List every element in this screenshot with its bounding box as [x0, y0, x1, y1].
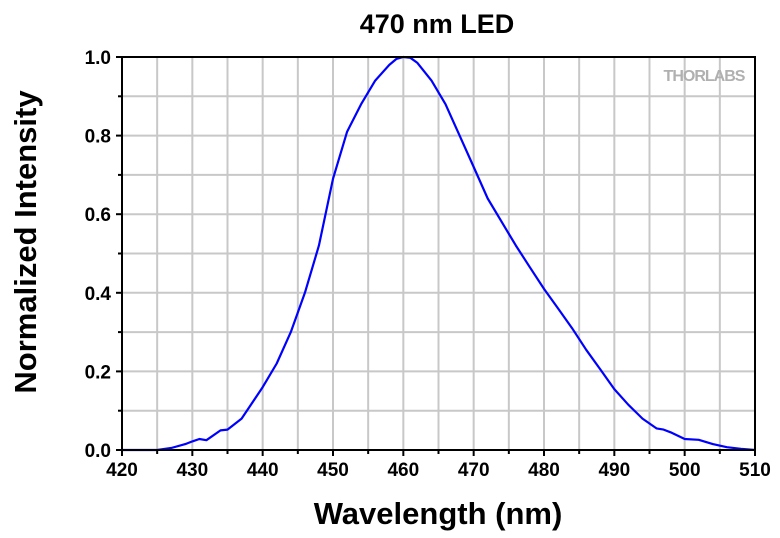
y-tick-label: 0.8	[85, 127, 111, 148]
x-tick-label: 470	[458, 460, 490, 481]
x-tick-label: 430	[176, 460, 208, 481]
chart-title: 470 nm LED	[360, 9, 515, 39]
x-tick-label: 480	[528, 460, 560, 481]
grid	[122, 57, 755, 450]
y-tick-label: 0.2	[85, 362, 111, 383]
ticks	[116, 56, 756, 456]
x-tick-label: 450	[317, 460, 349, 481]
x-tick-label: 490	[598, 460, 630, 481]
y-tick-label: 0.6	[85, 205, 111, 226]
series-line	[122, 55, 756, 452]
x-axis-label: Wavelength (nm)	[314, 496, 563, 531]
y-tick-label: 1.0	[85, 48, 111, 69]
watermark-logo: THORLABS	[664, 68, 746, 85]
y-axis-label: Normalized Intensity	[8, 90, 43, 394]
x-tick-labels: 420 430 440 450 460 470 480 490 500 510	[106, 460, 771, 481]
y-tick-labels: 0.0 0.2 0.4 0.6 0.8 1.0	[85, 48, 112, 462]
x-tick-label: 510	[739, 460, 771, 481]
x-tick-label: 460	[387, 460, 419, 481]
y-tick-label: 0.4	[85, 284, 112, 305]
x-tick-label: 440	[247, 460, 279, 481]
y-tick-label: 0.0	[85, 441, 111, 462]
x-tick-label: 420	[106, 460, 138, 481]
x-tick-label: 500	[669, 460, 701, 481]
